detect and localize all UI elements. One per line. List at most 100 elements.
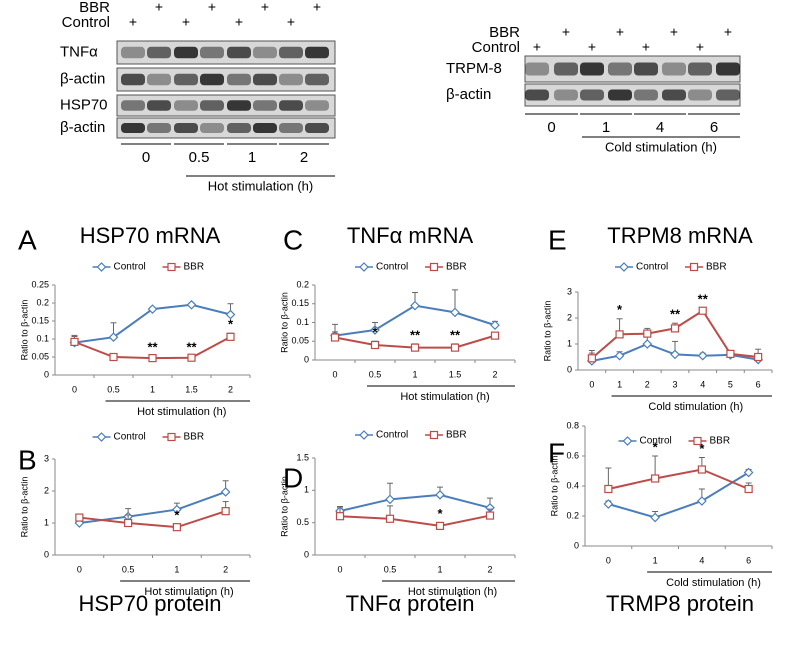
group-label: 0 [142, 149, 150, 166]
blot-strip [116, 94, 336, 117]
significance: ** [670, 307, 681, 322]
significance: * [653, 439, 659, 454]
significance: * [699, 441, 705, 456]
legend-marker [693, 436, 702, 446]
point [642, 339, 653, 349]
lane-plus: + [562, 24, 570, 40]
x-tick-label: 0 [332, 369, 337, 379]
y-tick-label: 0.2 [566, 510, 579, 520]
point [109, 352, 118, 362]
point [490, 320, 500, 330]
y-axis-label: Ratio to β-actin [19, 300, 29, 361]
blot-strip [116, 40, 336, 65]
point [698, 306, 707, 315]
blot-strip [116, 67, 336, 92]
point [108, 332, 119, 343]
blot-band [662, 89, 686, 101]
point [148, 353, 157, 363]
point [385, 494, 395, 505]
y-tick-label: 0.15 [31, 315, 49, 325]
lane-plus: + [235, 14, 243, 30]
x-tick-label: 4 [700, 379, 705, 389]
y-tick-label: 1 [44, 517, 49, 527]
point [435, 521, 445, 531]
blot-row-label: TNFα [60, 43, 98, 60]
blot-band [147, 46, 171, 59]
point [75, 513, 84, 522]
legend-marker [167, 432, 176, 442]
blot-band [227, 100, 251, 111]
lane-plus: + [533, 39, 541, 55]
series-line [608, 471, 750, 519]
panel-letter: B [18, 444, 37, 475]
blot-row-label: HSP70 [60, 96, 108, 113]
chart-title: TNFα mRNA [347, 223, 474, 248]
point [450, 307, 460, 318]
x-tick-label: 1 [653, 555, 658, 565]
y-tick-label: 0.5 [296, 517, 309, 527]
bbr-label: BBR [79, 0, 110, 16]
blot-band [147, 73, 171, 86]
series-line [608, 468, 750, 490]
y-tick-label: 1 [567, 338, 572, 348]
control-label: Control [62, 14, 110, 31]
significance: * [617, 302, 623, 317]
y-axis-label: Ratio to β-actin [279, 476, 289, 537]
blot-band [525, 62, 549, 76]
lane-plus: + [696, 39, 704, 55]
legend-marker [96, 262, 107, 272]
blot-band [525, 89, 549, 101]
point [726, 349, 735, 358]
blot-band [279, 73, 303, 86]
lane-plus: + [670, 24, 678, 40]
y-axis-label: Ratio to β-actin [279, 292, 289, 353]
point [410, 300, 420, 311]
point [187, 353, 196, 362]
group-label: 2 [300, 149, 308, 166]
blot-band [279, 46, 303, 59]
legend-label: Control [114, 432, 146, 443]
significance: * [372, 325, 378, 340]
x-axis-label: Hot stimulation (h) [408, 586, 497, 598]
y-tick-label: 0.05 [31, 351, 49, 361]
x-axis-label: Cold stimulation (h) [666, 577, 761, 589]
x-tick-label: 1 [150, 384, 155, 394]
y-tick-label: 0.6 [566, 450, 579, 460]
blot-band [253, 46, 277, 59]
point [587, 354, 596, 363]
blot-band [121, 100, 145, 111]
y-axis-label: Ratio to β-actin [542, 301, 552, 362]
group-label: 0 [547, 119, 555, 136]
x-tick-label: 0 [72, 384, 77, 394]
x-tick-label: 2 [645, 379, 650, 389]
x-tick-label: 0 [589, 379, 594, 389]
x-tick-label: 0 [337, 564, 342, 574]
legend-marker [429, 430, 439, 440]
blot-band [200, 100, 224, 111]
series-line [79, 510, 226, 529]
series-line [339, 514, 491, 527]
legend-marker [689, 262, 699, 272]
chart-title: TRMP8 protein [606, 591, 754, 616]
point [225, 309, 236, 320]
legend-label: BBR [184, 432, 205, 443]
blot-band [200, 73, 224, 86]
significance: * [174, 507, 180, 522]
chart-title: HSP70 protein [78, 591, 221, 616]
y-tick-label: 3 [44, 453, 49, 463]
y-tick-label: 1.5 [296, 452, 309, 462]
point [147, 304, 158, 314]
point [615, 330, 624, 339]
x-tick-label: 0.5 [122, 564, 135, 574]
point [670, 349, 680, 360]
x-tick-label: 0.5 [107, 384, 120, 394]
point [410, 343, 420, 352]
point [124, 518, 133, 528]
x-tick-label: 6 [756, 379, 761, 389]
blot-band [634, 89, 658, 101]
panel-letter: C [283, 224, 303, 255]
point [172, 523, 181, 532]
blot-band [253, 123, 277, 133]
lane-plus: + [588, 39, 596, 55]
legend-label: BBR [446, 262, 467, 273]
